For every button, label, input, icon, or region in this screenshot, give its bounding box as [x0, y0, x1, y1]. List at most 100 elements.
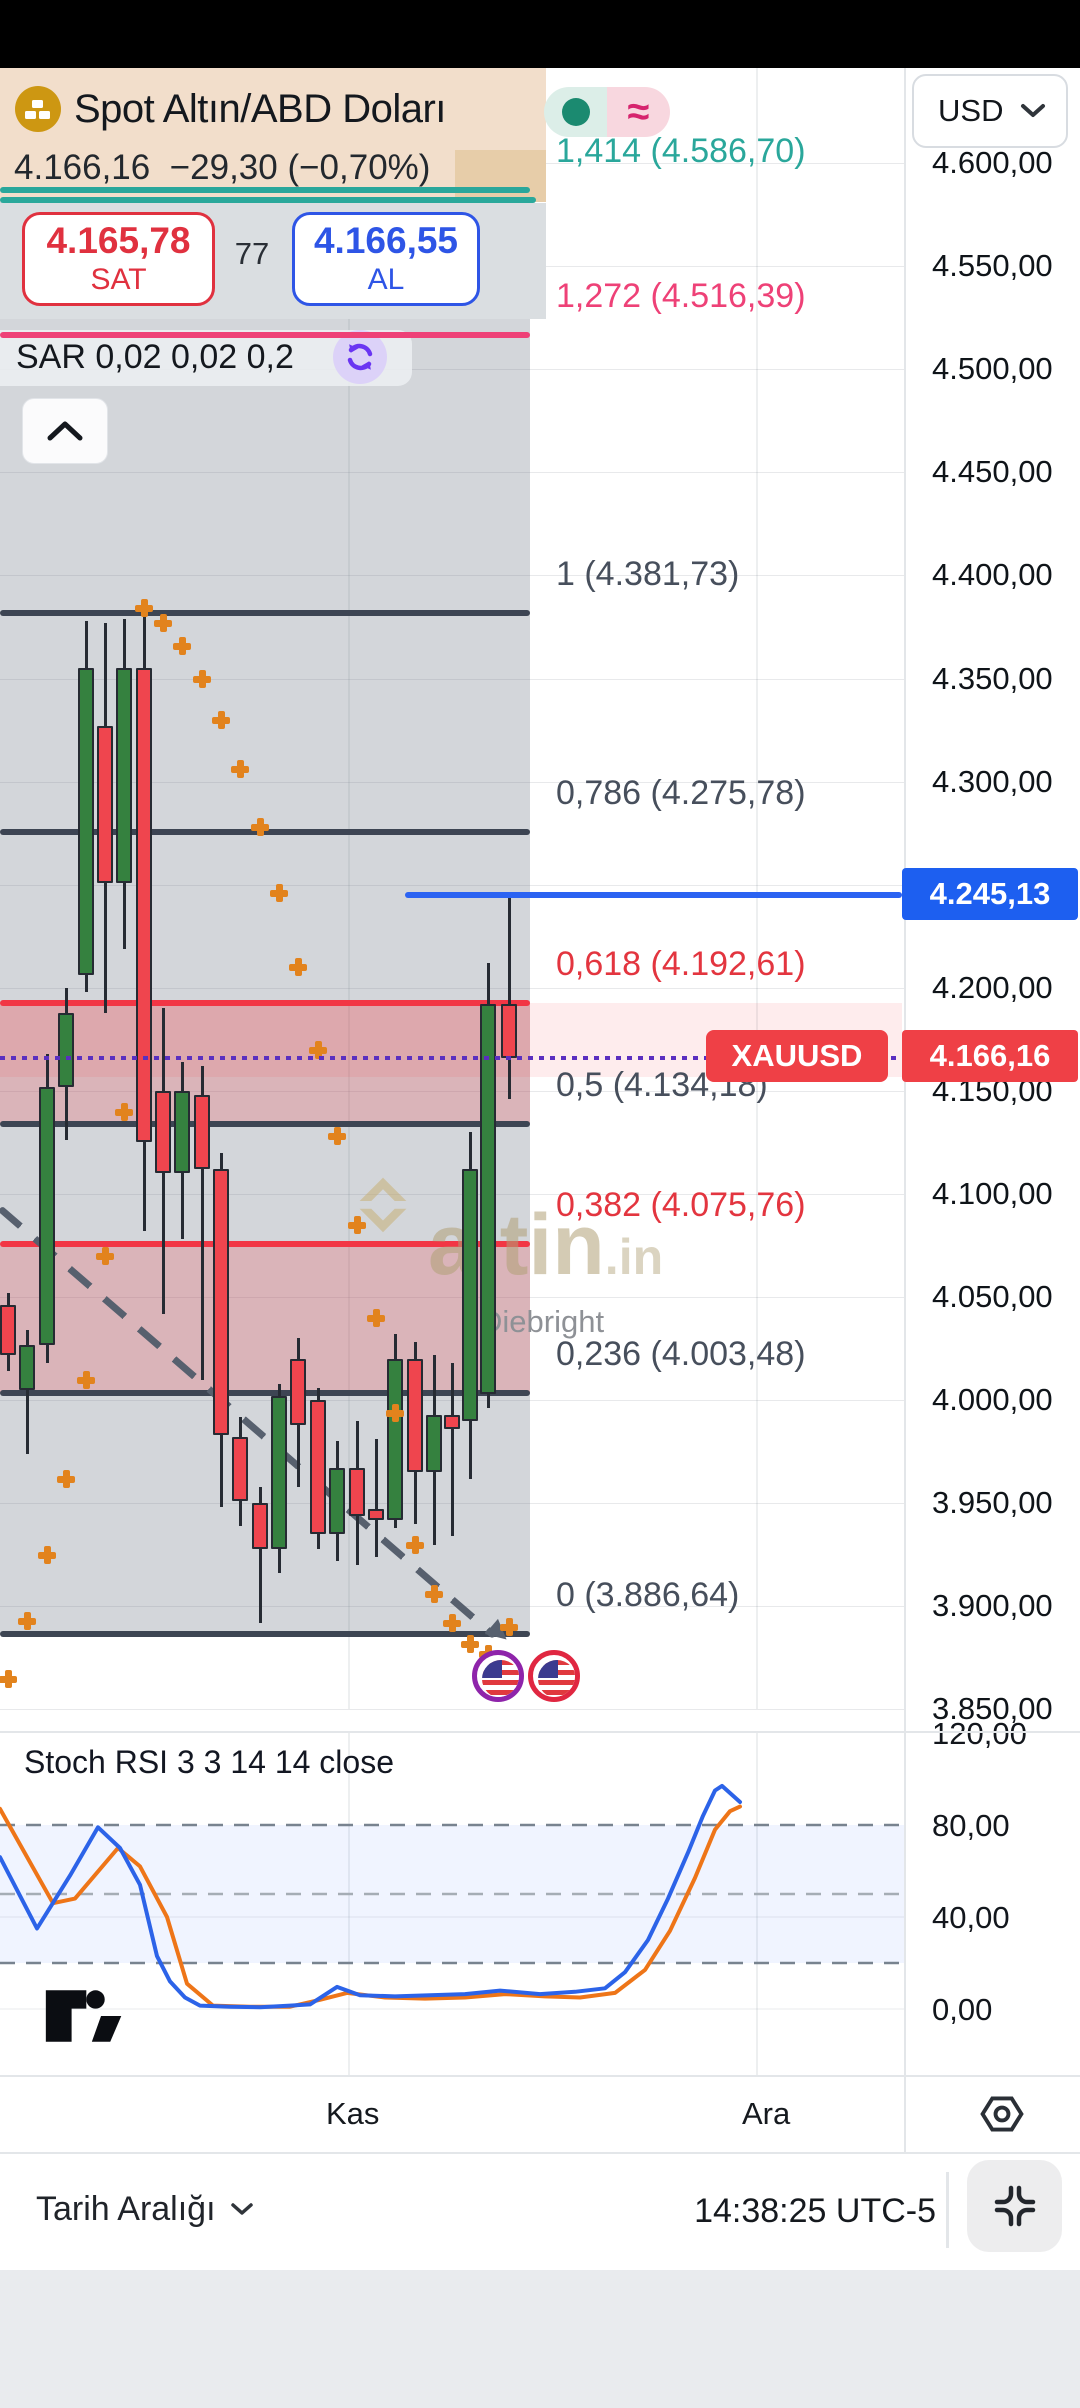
- axis-settings-icon[interactable]: [980, 2094, 1024, 2134]
- candle-body: [78, 668, 94, 975]
- candle-wick: [26, 1330, 29, 1454]
- candle-body: [194, 1095, 210, 1169]
- watermark-logo-icon: [359, 1177, 407, 1233]
- price-gridline: [0, 1297, 904, 1298]
- stoch-axis-label: 0,00: [932, 1992, 993, 2027]
- stoch-rsi-title[interactable]: Stoch RSI 3 3 14 14 close: [24, 1744, 394, 1780]
- sar-dot: [466, 1635, 474, 1653]
- status-toggle[interactable]: ≈: [544, 87, 670, 137]
- sar-dot: [333, 1127, 341, 1145]
- date-range-label: Tarih Aralığı: [36, 2190, 216, 2228]
- price-axis-label: 4.300,00: [932, 764, 1053, 799]
- time-gridline: [348, 68, 350, 1709]
- candle-body: [368, 1509, 384, 1520]
- us-flag-icon[interactable]: [472, 1650, 524, 1702]
- sar-dot: [294, 958, 302, 976]
- sar-dot: [430, 1585, 438, 1603]
- symbol-title-row[interactable]: Spot Altın/ABD Doları: [14, 82, 446, 136]
- price-axis-separator: [904, 68, 906, 2152]
- price-axis-label: 3.900,00: [932, 1588, 1053, 1623]
- sar-dot: [448, 1614, 456, 1632]
- time-gridline: [348, 1733, 350, 2075]
- price-axis-label: 4.550,00: [932, 248, 1053, 283]
- currency-value: USD: [938, 93, 1004, 128]
- price-gridline: [0, 1194, 904, 1195]
- candle-body: [213, 1169, 229, 1435]
- alert-price-tag[interactable]: 4.245,13: [902, 868, 1078, 920]
- sar-dot: [4, 1670, 12, 1688]
- footer-area: [0, 2270, 1080, 2408]
- price-axis-label: 4.500,00: [932, 351, 1053, 386]
- price-gridline: [0, 575, 904, 576]
- alert-line[interactable]: [405, 892, 902, 898]
- sar-dot: [353, 1216, 361, 1234]
- price-axis-label: 4.000,00: [932, 1382, 1053, 1417]
- sar-dot: [391, 1404, 399, 1422]
- sar-dot: [82, 1371, 90, 1389]
- sar-dot: [372, 1309, 380, 1327]
- price-axis-label: 4.450,00: [932, 454, 1053, 489]
- price-axis-label: 4.200,00: [932, 970, 1053, 1005]
- refresh-button[interactable]: [333, 330, 387, 384]
- current-price-line: [0, 1056, 902, 1060]
- price-gridline: [0, 1709, 904, 1710]
- candle-body: [271, 1396, 287, 1549]
- fib-level-label: 0,382 (4.075,76): [556, 1186, 806, 1224]
- date-range-control[interactable]: Tarih Aralığı: [36, 2190, 254, 2229]
- sell-button[interactable]: 4.165,78 SAT: [22, 212, 215, 306]
- sar-dot: [140, 599, 148, 617]
- candle-body: [501, 1004, 517, 1058]
- buy-button[interactable]: 4.166,55 AL: [292, 212, 480, 306]
- fib-level-line: [0, 1000, 530, 1006]
- gold-coin-icon: [15, 86, 61, 132]
- tradingview-logo[interactable]: [44, 1988, 136, 2044]
- price-gridline: [0, 472, 904, 473]
- sar-dot: [159, 614, 167, 632]
- candle-wick: [201, 1066, 204, 1380]
- price-axis-label: 4.350,00: [932, 661, 1053, 696]
- pane-separator[interactable]: [0, 1731, 1080, 1733]
- candle-body: [462, 1169, 478, 1421]
- fib-level-label: 1 (4.381,73): [556, 555, 740, 593]
- time-gridline: [756, 68, 758, 1709]
- fib-level-label: 1,272 (4.516,39): [556, 277, 806, 315]
- collapse-chart-button[interactable]: [967, 2160, 1062, 2252]
- month-label-ara: Ara: [742, 2096, 791, 2131]
- refresh-icon: [347, 343, 373, 371]
- us-flag-icon[interactable]: [528, 1650, 580, 1702]
- buy-label: AL: [367, 263, 405, 297]
- sar-dot: [198, 670, 206, 688]
- buy-price: 4.166,55: [313, 220, 459, 262]
- fib-level-line: [0, 1631, 530, 1637]
- sar-dot: [178, 637, 186, 655]
- candle-body: [58, 1013, 74, 1087]
- collapse-panel-button[interactable]: [22, 398, 108, 464]
- watermark-credit: Diebright: [480, 1304, 605, 1339]
- status-bar: [0, 0, 1080, 68]
- fib-level-label: 0,236 (4.003,48): [556, 1335, 806, 1373]
- last-price-tag: 4.166,16: [902, 1030, 1078, 1082]
- candle-body: [0, 1305, 16, 1355]
- fib-level-line: [0, 187, 530, 193]
- candle-body: [232, 1437, 248, 1501]
- sell-price: 4.165,78: [46, 220, 191, 262]
- collapse-corners-icon: [994, 2185, 1035, 2227]
- candle-body: [480, 1004, 496, 1394]
- price-axis-label: 4.600,00: [932, 145, 1053, 180]
- clock[interactable]: 14:38:25 UTC-5: [694, 2192, 936, 2230]
- candle-body: [97, 726, 113, 883]
- header-corner-fill: [455, 150, 546, 202]
- candle-wick: [451, 1363, 454, 1536]
- currency-dropdown[interactable]: USD: [912, 74, 1068, 148]
- candle-body: [136, 668, 152, 1142]
- fib-level-line: [0, 829, 530, 835]
- candle-body: [387, 1359, 403, 1520]
- price-gridline: [0, 782, 904, 783]
- sar-dot: [62, 1470, 70, 1488]
- sar-dot: [275, 884, 283, 902]
- chevron-up-icon: [47, 421, 83, 441]
- price-row: 4.166,16 −29,30 (−0,70%): [14, 148, 430, 188]
- sar-dot: [23, 1612, 31, 1630]
